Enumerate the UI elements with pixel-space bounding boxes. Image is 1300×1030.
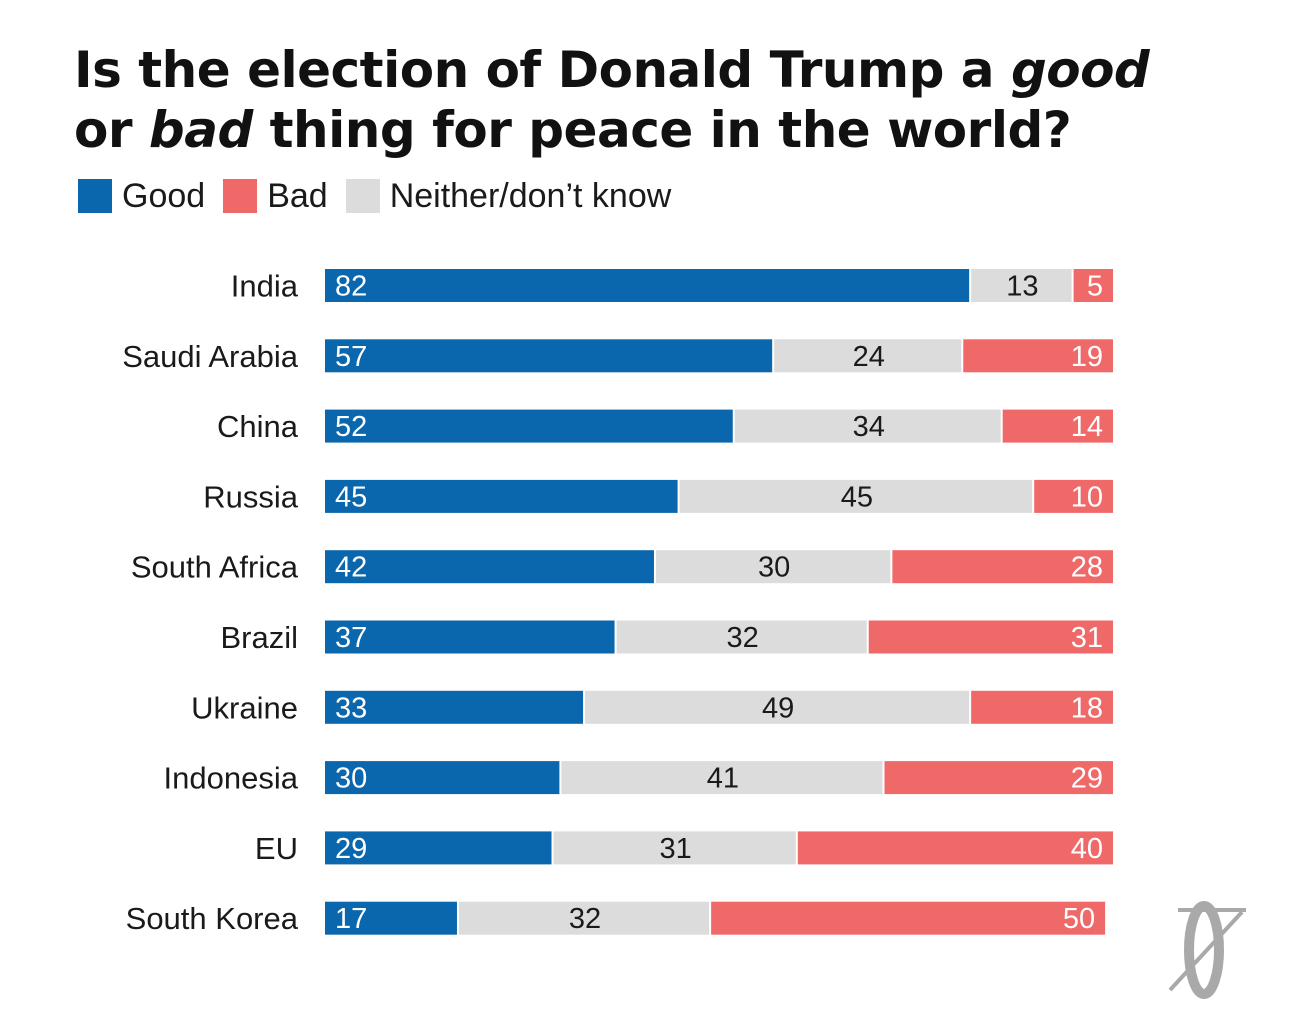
title-line1: Is the election of Donald Trump a good (74, 41, 1150, 99)
title-line2: or bad thing for peace in the world? (74, 101, 1072, 159)
category-label-brazil: Brazil (220, 620, 298, 655)
legend-label-bad: Bad (267, 176, 328, 215)
bar-good-saudi-arabia (325, 339, 773, 373)
bar-neither-don-t-know-china (734, 409, 1001, 443)
legend-label-good: Good (122, 176, 206, 215)
bar-bad-russia (1034, 479, 1113, 513)
value-label-neither-don-t-know-ukraine: 49 (762, 692, 794, 724)
value-label-bad-russia: 10 (1071, 481, 1103, 513)
bar-good-eu (325, 831, 552, 865)
value-label-good-south-korea: 17 (335, 903, 367, 935)
value-label-good-indonesia: 30 (335, 763, 367, 795)
value-label-good-brazil: 37 (335, 622, 367, 654)
bar-good-brazil (325, 620, 615, 654)
value-label-good-eu: 29 (335, 833, 367, 865)
bar-good-south-africa (325, 550, 654, 584)
bar-bad-ukraine (971, 690, 1113, 724)
value-label-bad-ukraine: 18 (1071, 692, 1103, 724)
value-label-bad-indonesia: 29 (1071, 763, 1103, 795)
bar-neither-don-t-know-south-korea (458, 901, 710, 935)
bar-bad-south-korea (711, 901, 1106, 935)
bar-good-china (325, 409, 733, 443)
value-label-neither-don-t-know-russia: 45 (841, 481, 873, 513)
bar-bad-brazil (868, 620, 1113, 654)
value-label-bad-brazil: 31 (1071, 622, 1103, 654)
value-label-good-russia: 45 (335, 481, 367, 513)
value-label-bad-south-africa: 28 (1071, 552, 1103, 584)
bar-neither-don-t-know-indonesia (561, 761, 883, 795)
category-label-ukraine: Ukraine (191, 690, 298, 725)
legend-swatch-good (78, 179, 112, 213)
bar-good-russia (325, 479, 678, 513)
legend-item-good: Good (78, 177, 205, 216)
bar-good-south-korea (325, 901, 457, 935)
category-label-eu: EU (255, 831, 298, 866)
legend-swatch-bad (223, 179, 258, 213)
value-label-good-india: 82 (335, 271, 367, 303)
legend: Good Bad Neither/don’t know (78, 176, 689, 216)
legend-swatch-neither (345, 179, 380, 213)
value-label-bad-india: 5 (1087, 271, 1103, 303)
value-label-good-china: 52 (335, 411, 367, 443)
bar-good-india (325, 269, 970, 302)
bar-bad-india (1073, 269, 1113, 302)
category-label-china: China (217, 409, 299, 444)
value-label-bad-china: 14 (1071, 411, 1103, 443)
value-label-good-ukraine: 33 (335, 692, 367, 724)
value-label-neither-don-t-know-south-africa: 30 (758, 552, 790, 584)
legend-item-neither: Neither/don’t know (345, 176, 672, 216)
bar-neither-don-t-know-russia (679, 479, 1033, 513)
bar-neither-don-t-know-south-africa (655, 550, 891, 584)
value-label-neither-don-t-know-india: 13 (1006, 271, 1038, 303)
value-label-bad-south-korea: 50 (1063, 903, 1095, 935)
bar-bad-saudi-arabia (963, 339, 1113, 373)
value-label-bad-saudi-arabia: 19 (1071, 341, 1103, 373)
value-label-neither-don-t-know-saudi-arabia: 24 (853, 341, 885, 373)
legend-label-neither: Neither/don’t know (389, 176, 672, 215)
category-label-saudi-arabia: Saudi Arabia (122, 339, 299, 374)
category-label-indonesia: Indonesia (164, 761, 299, 796)
bar-neither-don-t-know-eu (553, 831, 796, 865)
bar-neither-don-t-know-ukraine (585, 690, 970, 724)
bar-bad-eu (797, 831, 1113, 865)
bar-bad-china (1002, 409, 1113, 443)
category-label-russia: Russia (203, 479, 299, 514)
chart-title: Is the election of Donald Trump a good o… (74, 40, 1254, 160)
bar-neither-don-t-know-saudi-arabia (774, 339, 962, 373)
category-label-india: India (231, 269, 299, 304)
bar-good-indonesia (325, 761, 560, 795)
value-label-neither-don-t-know-china: 34 (853, 411, 885, 443)
publisher-logo-icon (1168, 901, 1246, 999)
bar-bad-indonesia (884, 761, 1113, 795)
value-label-neither-don-t-know-brazil: 32 (727, 622, 759, 654)
value-label-bad-eu: 40 (1071, 833, 1103, 865)
bar-good-ukraine (325, 690, 584, 724)
legend-item-bad: Bad (223, 177, 328, 216)
value-label-neither-don-t-know-south-korea: 32 (569, 903, 601, 935)
bar-neither-don-t-know-brazil (616, 620, 867, 654)
value-label-good-south-africa: 42 (335, 552, 367, 584)
value-label-neither-don-t-know-eu: 31 (660, 833, 692, 865)
bar-neither-don-t-know-india (971, 269, 1072, 302)
bar-bad-south-africa (892, 550, 1113, 584)
value-label-good-saudi-arabia: 57 (335, 341, 367, 373)
value-label-neither-don-t-know-indonesia: 41 (707, 763, 739, 795)
category-label-south-korea: South Korea (126, 901, 299, 936)
category-label-south-africa: South Africa (131, 550, 299, 585)
